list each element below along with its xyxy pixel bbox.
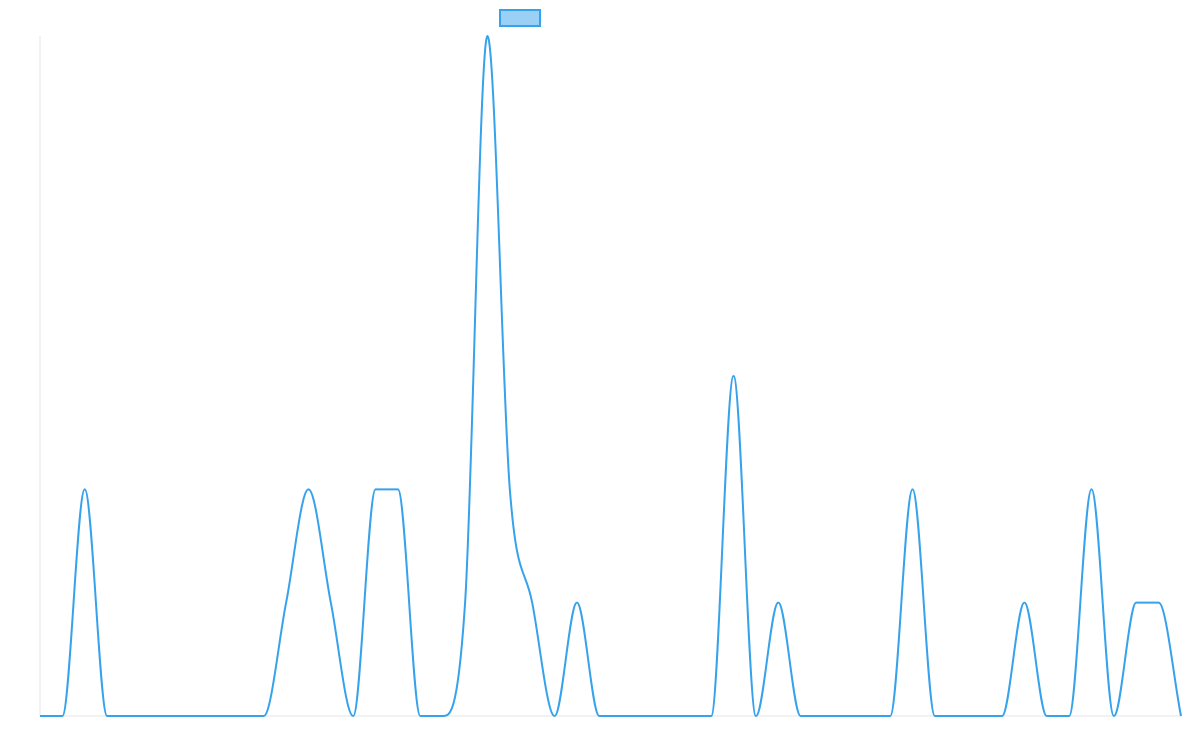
data-point[interactable]: [370, 483, 382, 495]
data-point[interactable]: [638, 710, 650, 722]
data-point[interactable]: [325, 597, 337, 609]
data-point[interactable]: [258, 710, 270, 722]
data-point[interactable]: [34, 710, 46, 722]
data-point[interactable]: [414, 710, 426, 722]
legend-swatch[interactable]: [499, 9, 541, 27]
legend[interactable]: [499, 9, 541, 27]
data-point[interactable]: [168, 710, 180, 722]
data-point[interactable]: [817, 710, 829, 722]
data-point[interactable]: [996, 710, 1008, 722]
data-point[interactable]: [839, 710, 851, 722]
series-line-0: [40, 35, 1182, 717]
data-point[interactable]: [79, 483, 91, 495]
data-point[interactable]: [549, 710, 561, 722]
data-point[interactable]: [616, 710, 628, 722]
data-point[interactable]: [347, 710, 359, 722]
data-point[interactable]: [235, 710, 247, 722]
data-point[interactable]: [1108, 710, 1120, 722]
data-point[interactable]: [481, 30, 493, 42]
data-point[interactable]: [123, 710, 135, 722]
data-point[interactable]: [862, 710, 874, 722]
data-point[interactable]: [660, 710, 672, 722]
data-point[interactable]: [1063, 710, 1075, 722]
data-point[interactable]: [951, 710, 963, 722]
data-point[interactable]: [1018, 597, 1030, 609]
data-point[interactable]: [571, 597, 583, 609]
data-point[interactable]: [974, 710, 986, 722]
data-point[interactable]: [683, 710, 695, 722]
data-point[interactable]: [280, 597, 292, 609]
data-point[interactable]: [191, 710, 203, 722]
data-point[interactable]: [504, 483, 516, 495]
data-point[interactable]: [146, 710, 158, 722]
data-point[interactable]: [728, 370, 740, 382]
data-point[interactable]: [1086, 483, 1098, 495]
data-point[interactable]: [907, 483, 919, 495]
data-point[interactable]: [302, 483, 314, 495]
data-point[interactable]: [101, 710, 113, 722]
data-point[interactable]: [750, 710, 762, 722]
data-point[interactable]: [884, 710, 896, 722]
data-point[interactable]: [1130, 597, 1142, 609]
data-point[interactable]: [392, 483, 404, 495]
series-layer: [34, 30, 1187, 722]
data-point[interactable]: [437, 710, 449, 722]
data-point[interactable]: [772, 597, 784, 609]
data-point[interactable]: [1153, 597, 1165, 609]
data-point[interactable]: [213, 710, 225, 722]
data-point[interactable]: [1175, 710, 1187, 722]
data-point[interactable]: [1041, 710, 1053, 722]
data-point[interactable]: [705, 710, 717, 722]
data-point[interactable]: [593, 710, 605, 722]
axes: [39, 36, 1181, 717]
data-point[interactable]: [929, 710, 941, 722]
data-point[interactable]: [795, 710, 807, 722]
data-point[interactable]: [56, 710, 68, 722]
data-point[interactable]: [526, 597, 538, 609]
data-point[interactable]: [459, 597, 471, 609]
